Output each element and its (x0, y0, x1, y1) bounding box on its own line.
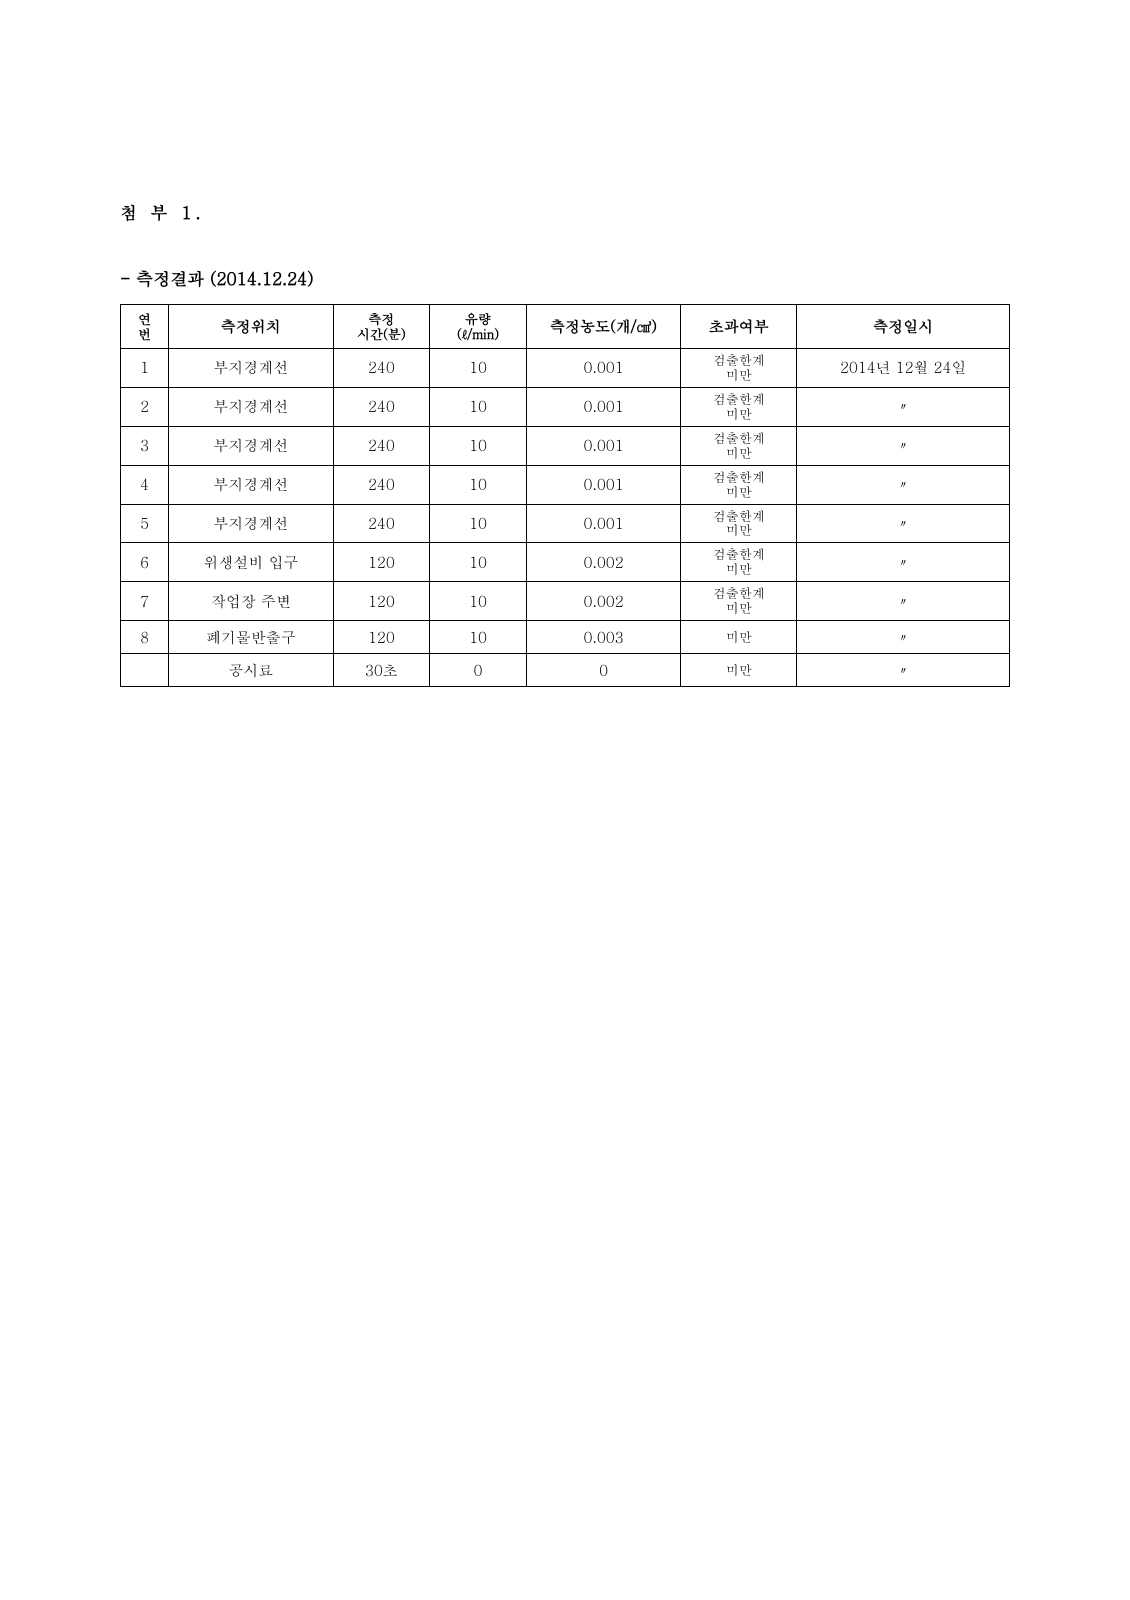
cell-time: 30초 (333, 654, 430, 687)
cell-conc: 0.002 (526, 582, 681, 621)
cell-time: 120 (333, 582, 430, 621)
cell-time: 240 (333, 465, 430, 504)
cell-exceed: 검출한계미만 (681, 543, 797, 582)
cell-date: 〃 (797, 465, 1010, 504)
subtitle: - 측정결과 (2014.12.24) (120, 266, 1010, 290)
cell-conc: 0.001 (526, 465, 681, 504)
cell-location: 작업장 주변 (169, 582, 333, 621)
cell-location: 폐기물반출구 (169, 621, 333, 654)
cell-time: 240 (333, 504, 430, 543)
cell-location: 부지경계선 (169, 504, 333, 543)
document-page: 첨 부 1. - 측정결과 (2014.12.24) 연 번 측정위치 측정 시… (0, 0, 1130, 687)
cell-time: 240 (333, 426, 430, 465)
table-row: 2부지경계선240100.001검출한계미만〃 (121, 387, 1010, 426)
cell-date: 〃 (797, 387, 1010, 426)
table-row: 1부지경계선240100.001검출한계미만2014년 12월 24일 (121, 349, 1010, 388)
cell-conc: 0.002 (526, 543, 681, 582)
cell-date: 〃 (797, 654, 1010, 687)
col-flow: 유량 (ℓ/min) (430, 305, 527, 349)
cell-date: 〃 (797, 582, 1010, 621)
cell-date: 〃 (797, 621, 1010, 654)
cell-time: 120 (333, 543, 430, 582)
cell-location: 부지경계선 (169, 426, 333, 465)
col-num: 연 번 (121, 305, 169, 349)
cell-exceed: 검출한계미만 (681, 349, 797, 388)
table-row: 7작업장 주변120100.002검출한계미만〃 (121, 582, 1010, 621)
cell-location: 부지경계선 (169, 387, 333, 426)
cell-flow: 10 (430, 504, 527, 543)
cell-num: 6 (121, 543, 169, 582)
cell-num: 4 (121, 465, 169, 504)
cell-conc: 0 (526, 654, 681, 687)
table-row: 4부지경계선240100.001검출한계미만〃 (121, 465, 1010, 504)
table-row: 6위생설비 입구120100.002검출한계미만〃 (121, 543, 1010, 582)
cell-conc: 0.003 (526, 621, 681, 654)
cell-flow: 10 (430, 621, 527, 654)
cell-flow: 0 (430, 654, 527, 687)
cell-flow: 10 (430, 465, 527, 504)
cell-flow: 10 (430, 582, 527, 621)
table-row: 5부지경계선240100.001검출한계미만〃 (121, 504, 1010, 543)
cell-flow: 10 (430, 426, 527, 465)
col-conc: 측정농도(개/㎤) (526, 305, 681, 349)
cell-conc: 0.001 (526, 387, 681, 426)
measurement-table: 연 번 측정위치 측정 시간(분) 유량 (ℓ/min) (120, 304, 1010, 687)
table-header-row: 연 번 측정위치 측정 시간(분) 유량 (ℓ/min) (121, 305, 1010, 349)
cell-exceed: 검출한계미만 (681, 582, 797, 621)
cell-exceed: 미만 (681, 621, 797, 654)
cell-date: 〃 (797, 504, 1010, 543)
cell-location: 공시료 (169, 654, 333, 687)
col-time: 측정 시간(분) (333, 305, 430, 349)
cell-date: 〃 (797, 426, 1010, 465)
cell-num: 3 (121, 426, 169, 465)
cell-exceed: 검출한계미만 (681, 426, 797, 465)
table-body: 1부지경계선240100.001검출한계미만2014년 12월 24일2부지경계… (121, 349, 1010, 687)
cell-time: 240 (333, 349, 430, 388)
cell-flow: 10 (430, 387, 527, 426)
cell-time: 120 (333, 621, 430, 654)
cell-time: 240 (333, 387, 430, 426)
cell-location: 부지경계선 (169, 465, 333, 504)
cell-flow: 10 (430, 349, 527, 388)
table-row: 공시료30초00미만〃 (121, 654, 1010, 687)
table-row: 8폐기물반출구120100.003미만〃 (121, 621, 1010, 654)
cell-num: 2 (121, 387, 169, 426)
table-row: 3부지경계선240100.001검출한계미만〃 (121, 426, 1010, 465)
col-date: 측정일시 (797, 305, 1010, 349)
cell-conc: 0.001 (526, 349, 681, 388)
cell-num: 7 (121, 582, 169, 621)
cell-flow: 10 (430, 543, 527, 582)
cell-num: 5 (121, 504, 169, 543)
cell-date: 〃 (797, 543, 1010, 582)
cell-exceed: 검출한계미만 (681, 465, 797, 504)
cell-num (121, 654, 169, 687)
col-location: 측정위치 (169, 305, 333, 349)
cell-num: 8 (121, 621, 169, 654)
cell-conc: 0.001 (526, 426, 681, 465)
cell-conc: 0.001 (526, 504, 681, 543)
cell-location: 부지경계선 (169, 349, 333, 388)
cell-exceed: 검출한계미만 (681, 387, 797, 426)
col-exceed: 초과여부 (681, 305, 797, 349)
cell-date: 2014년 12월 24일 (797, 349, 1010, 388)
cell-location: 위생설비 입구 (169, 543, 333, 582)
attachment-label: 첨 부 1. (120, 200, 1010, 224)
cell-exceed: 미만 (681, 654, 797, 687)
cell-num: 1 (121, 349, 169, 388)
cell-exceed: 검출한계미만 (681, 504, 797, 543)
